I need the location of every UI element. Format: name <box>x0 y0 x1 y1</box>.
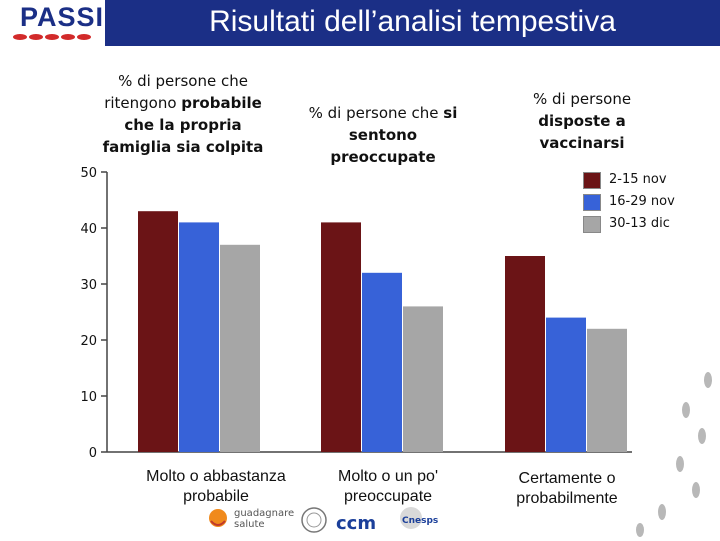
cnesps-logo: Cnesps <box>400 507 438 529</box>
y-tick-label: 0 <box>89 446 97 461</box>
bar-2-3 <box>403 306 443 452</box>
category-label-2: Molto o un po' preoccupate <box>337 468 438 505</box>
caption-2-bold: si sentono preoccupate <box>330 104 458 166</box>
legend-swatch-2 <box>583 194 601 211</box>
guadagnare-text-1: guadagnare <box>234 508 294 519</box>
header-bar <box>105 0 720 46</box>
caption-group-3: % di persone disposte a vaccinarsi <box>512 88 652 154</box>
guadagnare-text-2: salute <box>234 519 265 530</box>
bar-1-3 <box>220 244 260 452</box>
ccm-text: ccm <box>336 513 376 534</box>
caption-3-bold: disposte a vaccinarsi <box>538 112 626 152</box>
partner-logos-graphic: guadagnare salute ccm Cnesps <box>209 507 438 534</box>
ministry-seal-icon <box>301 507 327 533</box>
caption-1-pre: % di persone che ritengono <box>104 72 248 112</box>
caption-1-bold: probabile che la propria famiglia sia co… <box>102 94 264 156</box>
category-label-3: Certamente o probabilmente <box>516 470 618 507</box>
page-title: Risultati dell’analisi tempestiva <box>209 5 616 38</box>
caption-2-pre: % di persone che <box>308 104 444 122</box>
cnesps-text: Cnesps <box>402 516 438 526</box>
bar-1-1 <box>138 211 178 452</box>
category-label-1: Molto o abbastanza probabile <box>146 468 286 505</box>
bar-3-1 <box>505 256 545 452</box>
legend-label-1: 2-15 nov <box>609 172 667 187</box>
header: PASSI Risultati dell’analisi tempestiva <box>0 0 720 46</box>
footsteps-icon <box>636 372 712 537</box>
caption-group-1: % di persone che ritengono probabile che… <box>88 70 278 158</box>
bar-2-2 <box>362 272 402 452</box>
passi-logo-text: PASSI <box>20 2 105 32</box>
y-tick-label: 10 <box>80 390 97 405</box>
caption-group-2: % di persone che si sentono preoccupate <box>308 102 458 168</box>
y-tick-label: 40 <box>80 222 97 237</box>
bar-3-2 <box>546 317 586 452</box>
legend-label-2: 16-29 nov <box>609 194 675 209</box>
partner-logos: guadagnare salute ccm Cnesps <box>206 503 446 541</box>
legend-label-3: 30-13 dic <box>609 216 670 231</box>
ccm-logo: ccm <box>336 513 376 534</box>
guadagnare-salute-logo: guadagnare salute <box>209 508 294 530</box>
y-tick-label: 20 <box>80 334 97 349</box>
legend-swatch-3 <box>583 216 601 233</box>
caption-3-pre: % di persone <box>532 90 632 108</box>
y-tick-label: 50 <box>80 166 97 181</box>
passi-logo: PASSI <box>6 2 105 44</box>
bar-1-2 <box>179 222 219 452</box>
bar-3-3 <box>587 328 627 452</box>
bar-2-1 <box>321 222 361 452</box>
legend-swatch-1 <box>583 172 601 189</box>
y-tick-label: 30 <box>80 278 97 293</box>
logo-footprints-icon <box>13 34 91 40</box>
